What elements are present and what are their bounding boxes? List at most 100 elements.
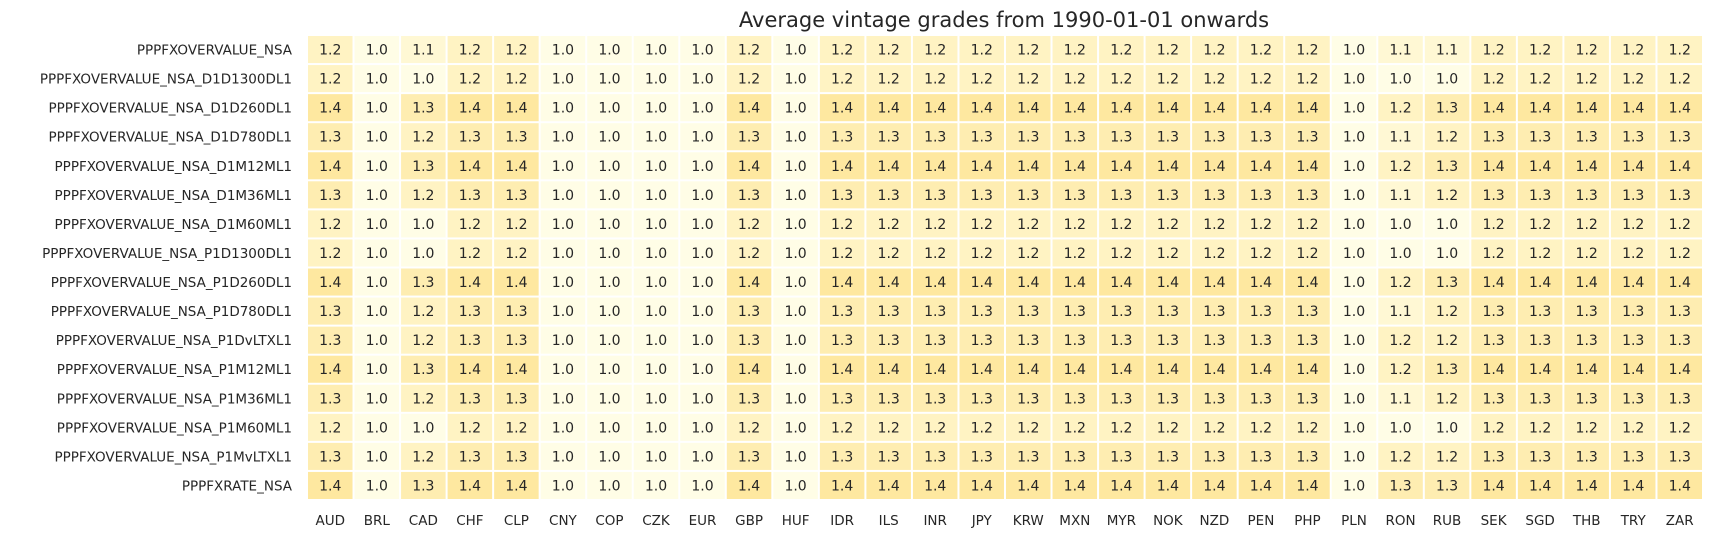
row-label: PPPFXOVERVALUE_NSA_D1D1300DL1 [40,72,292,88]
cell-value-label: 1.2 [1669,246,1691,262]
heatmap-cell [912,326,958,354]
heatmap-cell [1657,268,1702,296]
column-label: BRL [364,513,391,529]
heatmap-cell [726,442,772,470]
cell-value-label: 1.3 [1110,391,1132,407]
cell-value-label: 1.0 [1389,72,1411,88]
cell-value-label: 1.2 [1622,43,1644,59]
cell-value-label: 1.4 [459,159,481,175]
heatmap-cell [680,210,725,238]
heatmap-cell [1471,181,1516,209]
cell-value-label: 1.0 [598,449,620,465]
heatmap-cell [1564,384,1609,412]
heatmap-cell [773,152,818,180]
heatmap-cell [1006,471,1051,499]
heatmap-cell [1285,268,1330,296]
heatmap-cell [912,384,958,412]
cell-value-label: 1.2 [924,217,946,233]
cell-value-label: 1.3 [924,449,946,465]
heatmap-cell [1145,181,1191,209]
heatmap-cell [1285,36,1330,64]
heatmap-cell [354,123,400,151]
cell-value-label: 1.3 [1110,130,1132,146]
cell-value-label: 1.2 [505,72,527,88]
cell-value-label: 1.2 [319,72,341,88]
heatmap-cell [912,152,958,180]
cell-value-label: 1.4 [319,478,341,494]
heatmap-cell [1517,384,1563,412]
cell-value-label: 1.2 [319,420,341,436]
heatmap-cell [1052,123,1098,151]
column-label: KRW [1013,513,1044,529]
cell-value-label: 1.0 [645,188,667,204]
cell-value-label: 1.3 [1529,130,1551,146]
cell-value-label: 1.3 [459,391,481,407]
row-label: PPPFXOVERVALUE_NSA_P1D1300DL1 [42,246,292,262]
cell-value-label: 1.4 [1250,275,1272,291]
cell-value-label: 1.2 [1389,362,1411,378]
heatmap-cell [680,355,725,383]
heatmap-cell [773,297,818,325]
cell-value-label: 1.3 [971,449,993,465]
heatmap-cell [1331,384,1377,412]
heatmap-cell [1657,413,1702,441]
cell-value-label: 1.4 [1110,362,1132,378]
cell-value-label: 1.2 [1622,72,1644,88]
heatmap-cell [1006,297,1051,325]
heatmap-cell [1145,442,1191,470]
heatmap-cell [1238,94,1284,122]
heatmap-cell [726,297,772,325]
heatmap-cell [819,413,865,441]
cell-value-label: 1.0 [784,246,806,262]
cell-value-label: 1.3 [1576,391,1598,407]
heatmap-cell [1145,210,1191,238]
cell-value-label: 1.4 [1250,159,1272,175]
heatmap-cell [1424,94,1470,122]
heatmap-cell [912,297,958,325]
heatmap-cell [587,442,632,470]
cell-value-label: 1.3 [505,391,527,407]
cell-value-label: 1.2 [1389,275,1411,291]
heatmap-cell [1378,384,1423,412]
heatmap-cell [1424,268,1470,296]
cell-value-label: 1.0 [598,72,620,88]
cell-value-label: 1.2 [1296,420,1318,436]
cell-value-label: 1.2 [878,217,900,233]
cell-value-label: 1.2 [1529,217,1551,233]
cell-value-label: 1.3 [1157,304,1179,320]
cell-value-label: 1.4 [1669,362,1691,378]
cell-value-label: 1.0 [598,333,620,349]
cell-value-label: 1.3 [1017,449,1039,465]
cell-value-label: 1.2 [1576,72,1598,88]
cell-value-label: 1.3 [319,449,341,465]
heatmap-cell [587,210,632,238]
heatmap-cell [354,413,400,441]
cell-value-label: 1.3 [924,333,946,349]
heatmap-cell [587,355,632,383]
heatmap-cell [1471,326,1516,354]
cell-value-label: 1.0 [366,304,388,320]
cell-value-label: 1.2 [1622,217,1644,233]
heatmap-cell [912,94,958,122]
cell-value-label: 1.4 [924,101,946,117]
cell-value-label: 1.0 [1343,101,1365,117]
heatmap-cell [447,210,493,238]
heatmap-cell [1238,181,1284,209]
cell-value-label: 1.0 [691,130,713,146]
heatmap-cell [1378,36,1423,64]
cell-value-label: 1.2 [1482,217,1504,233]
cell-value-label: 1.3 [738,391,760,407]
cell-value-label: 1.3 [1064,391,1086,407]
heatmap-cell [447,65,493,93]
heatmap-cell [494,326,539,354]
cell-value-label: 1.2 [1157,420,1179,436]
cell-value-label: 1.2 [505,43,527,59]
heatmap-cell [1424,181,1470,209]
cell-value-label: 1.4 [319,101,341,117]
cell-value-label: 1.2 [459,246,481,262]
cell-value-label: 1.2 [924,72,946,88]
cell-value-label: 1.3 [924,391,946,407]
heatmap-cell [1099,239,1144,267]
heatmap-cell [1424,210,1470,238]
cell-value-label: 1.0 [552,275,574,291]
